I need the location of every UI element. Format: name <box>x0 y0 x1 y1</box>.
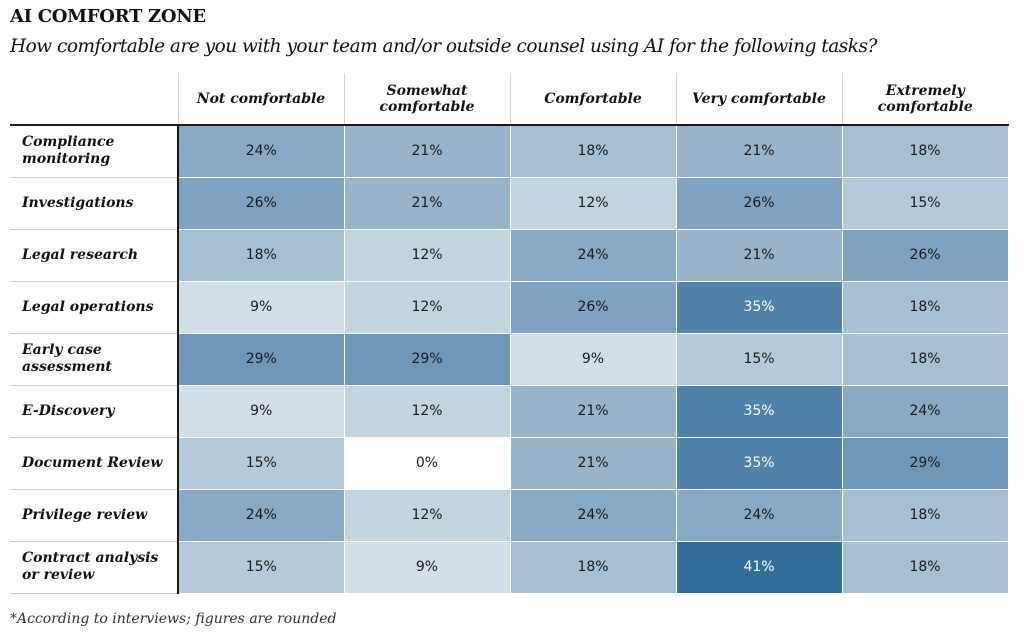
table-row: Early case assessment 29% 29% 9% 15% 18% <box>10 332 1009 386</box>
heat-cell: 15% <box>841 176 1009 230</box>
heat-cell: 24% <box>509 228 677 282</box>
heat-cell: 35% <box>675 384 843 438</box>
heat-cell: 18% <box>509 540 677 594</box>
heat-cell: 24% <box>675 488 843 542</box>
heat-cell: 18% <box>841 332 1009 386</box>
heat-cell: 15% <box>177 436 345 490</box>
heat-cell: 35% <box>675 280 843 334</box>
row-label-e-discovery: E-Discovery <box>10 385 179 438</box>
chart-title: AI COMFORT ZONE <box>10 6 206 27</box>
heat-cell: 0% <box>343 436 511 490</box>
column-header-row: Not comfortable Somewhat comfortable Comfo… <box>10 73 1008 126</box>
heat-cell: 18% <box>841 488 1009 542</box>
heat-cell: 18% <box>841 540 1009 594</box>
column-header-not-comfortable: Not comfortable <box>177 73 344 126</box>
heat-cell: 21% <box>509 384 677 438</box>
table-row: Legal operations 9% 12% 26% 35% 18% <box>10 280 1009 334</box>
column-header-extremely-comfortable: Extremely comfortable <box>841 73 1008 126</box>
heat-cell: 18% <box>177 228 345 282</box>
heat-cell: 12% <box>343 280 511 334</box>
row-label-legal-operations: Legal operations <box>10 281 179 334</box>
column-header-very-comfortable: Very comfortable <box>675 73 842 126</box>
heat-cell: 35% <box>675 436 843 490</box>
row-label-document-review: Document Review <box>10 437 179 490</box>
heat-cell: 18% <box>841 124 1009 178</box>
heat-cell: 24% <box>177 488 345 542</box>
heat-cell: 18% <box>509 124 677 178</box>
heatmap-table: Not comfortable Somewhat comfortable Comfo… <box>10 73 1009 594</box>
heat-cell: 12% <box>509 176 677 230</box>
heat-cell: 29% <box>343 332 511 386</box>
heat-cell: 21% <box>509 436 677 490</box>
heat-cell: 26% <box>509 280 677 334</box>
row-label-early-case-assessment: Early case assessment <box>10 333 179 386</box>
heat-cell: 12% <box>343 488 511 542</box>
heat-cell: 18% <box>841 280 1009 334</box>
row-label-legal-research: Legal research <box>10 229 179 282</box>
table-row: Compliance monitoring 24% 21% 18% 21% 18% <box>10 124 1009 178</box>
heat-cell: 9% <box>177 280 345 334</box>
table-row: Legal research 18% 12% 24% 21% 26% <box>10 228 1009 282</box>
heat-cell: 21% <box>343 176 511 230</box>
heat-cell: 9% <box>343 540 511 594</box>
heat-cell: 26% <box>675 176 843 230</box>
heat-cell: 21% <box>675 228 843 282</box>
heat-cell: 9% <box>177 384 345 438</box>
heat-cell: 9% <box>509 332 677 386</box>
heat-cell: 41% <box>675 540 843 594</box>
corner-cell <box>10 73 178 126</box>
heat-cell: 21% <box>675 124 843 178</box>
row-label-privilege-review: Privilege review <box>10 489 179 542</box>
table-row: Contract analysis or review 15% 9% 18% 41% 18… <box>10 540 1009 594</box>
column-header-somewhat-comfortable: Somewhat comfortable <box>343 73 510 126</box>
heat-cell: 24% <box>177 124 345 178</box>
heat-cell: 29% <box>841 436 1009 490</box>
chart-subtitle: How comfortable are you with your team a… <box>10 36 877 57</box>
heat-cell: 12% <box>343 228 511 282</box>
table-row: E-Discovery 9% 12% 21% 35% 24% <box>10 384 1009 438</box>
row-label-compliance-monitoring: Compliance monitoring <box>10 125 179 178</box>
heat-cell: 12% <box>343 384 511 438</box>
heatmap-body: Compliance monitoring 24% 21% 18% 21% 18% Inve… <box>10 124 1009 594</box>
heat-cell: 15% <box>675 332 843 386</box>
heat-cell: 26% <box>841 228 1009 282</box>
heat-cell: 24% <box>509 488 677 542</box>
table-row: Document Review 15% 0% 21% 35% 29% <box>10 436 1009 490</box>
row-label-investigations: Investigations <box>10 177 179 230</box>
heat-cell: 29% <box>177 332 345 386</box>
table-row: Investigations 26% 21% 12% 26% 15% <box>10 176 1009 230</box>
heat-cell: 15% <box>177 540 345 594</box>
heat-cell: 21% <box>343 124 511 178</box>
table-row: Privilege review 24% 12% 24% 24% 18% <box>10 488 1009 542</box>
heat-cell: 26% <box>177 176 345 230</box>
row-label-contract-analysis-or-review: Contract analysis or review <box>10 541 179 594</box>
column-header-comfortable: Comfortable <box>509 73 676 126</box>
footnote: *According to interviews; figures are ro… <box>10 611 337 627</box>
heat-cell: 24% <box>841 384 1009 438</box>
